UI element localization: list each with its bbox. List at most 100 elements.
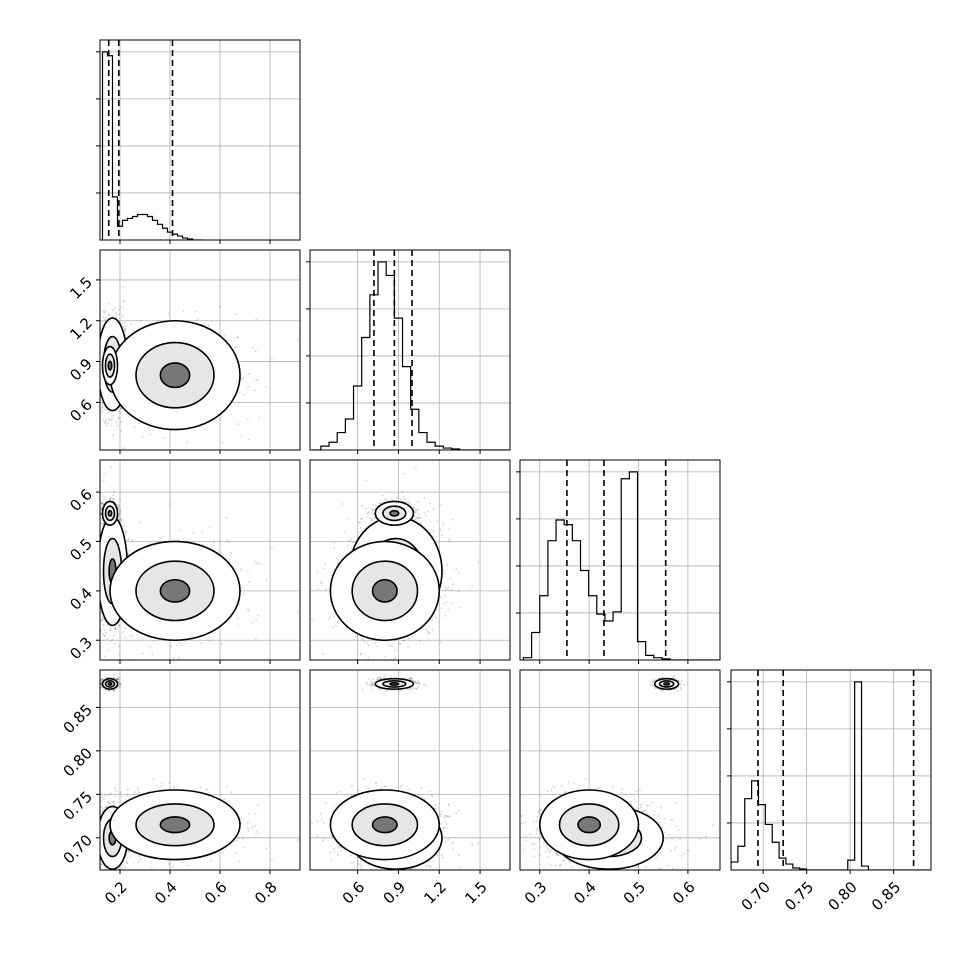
sample-point <box>444 594 447 597</box>
sample-point <box>265 579 268 582</box>
sample-point <box>219 305 222 308</box>
sample-point <box>119 518 122 521</box>
sample-point <box>100 522 103 525</box>
sample-point <box>98 553 100 555</box>
sample-point <box>96 602 98 604</box>
sample-point <box>167 312 170 315</box>
sample-point <box>192 531 195 534</box>
sample-point <box>138 422 140 425</box>
sample-point <box>92 555 94 557</box>
sample-point <box>97 346 99 348</box>
sample-point <box>235 313 238 316</box>
sample-point <box>107 422 109 425</box>
sample-point <box>240 569 243 572</box>
sample-point <box>102 316 105 318</box>
sample-point <box>114 627 116 630</box>
sample-point <box>96 363 98 365</box>
sample-point <box>124 627 127 630</box>
sample-point <box>98 582 100 584</box>
sample-point <box>97 388 99 390</box>
sample-point <box>100 506 103 509</box>
sample-point <box>98 383 100 385</box>
contours <box>100 317 241 431</box>
sample-point <box>103 472 105 475</box>
sample-point <box>95 593 97 595</box>
sample-point <box>117 505 120 508</box>
sample-point <box>118 624 121 627</box>
sample-point <box>117 313 120 316</box>
sample-point <box>236 336 239 339</box>
sample-point <box>240 435 243 438</box>
contour-core <box>159 578 191 603</box>
sample-point <box>96 367 98 369</box>
sample-point <box>120 521 123 524</box>
sample-point <box>96 379 98 381</box>
sample-point <box>96 578 98 580</box>
sample-point <box>82 564 84 566</box>
sample-point <box>139 319 142 322</box>
sample-point <box>432 535 435 538</box>
sample-point <box>102 623 105 626</box>
sample-point <box>131 634 134 637</box>
sample-point <box>395 497 398 500</box>
panel-1-1 <box>306 249 511 454</box>
sample-point <box>176 644 178 647</box>
sample-point <box>117 506 120 509</box>
contours <box>100 500 241 642</box>
sample-point <box>254 350 257 353</box>
panel-frame <box>99 459 301 661</box>
sample-point <box>151 653 154 655</box>
sample-point <box>255 562 258 565</box>
sample-point <box>114 627 117 630</box>
sample-point <box>130 323 133 326</box>
sample-point <box>109 419 112 422</box>
sample-point <box>109 497 112 500</box>
sample-point <box>361 505 364 507</box>
sample-point <box>186 441 189 444</box>
sample-point <box>112 634 115 637</box>
sample-point <box>118 512 121 515</box>
sample-point <box>100 512 103 515</box>
sample-point <box>219 418 221 421</box>
sample-point <box>247 609 250 612</box>
sample-point <box>98 351 100 353</box>
sample-point <box>98 358 100 360</box>
sample-point <box>123 322 126 324</box>
sample-point <box>149 433 152 436</box>
sample-point <box>111 418 113 421</box>
sample-point <box>95 374 97 376</box>
sample-point <box>182 538 185 540</box>
sample-point <box>439 528 442 531</box>
sample-point <box>100 619 103 622</box>
sample-point <box>439 641 442 644</box>
sample-point <box>367 644 370 647</box>
sample-point <box>236 336 239 339</box>
sample-point <box>240 377 243 380</box>
sample-point <box>116 626 119 629</box>
sample-point <box>242 377 244 380</box>
sample-point <box>118 509 121 511</box>
sample-point <box>237 624 240 627</box>
contour-core <box>107 509 113 517</box>
sample-point <box>147 426 150 429</box>
sample-point <box>111 662 113 664</box>
sample-point <box>123 525 126 527</box>
sample-point <box>255 378 258 381</box>
sample-point <box>116 424 119 427</box>
sample-point <box>96 587 98 589</box>
sample-point <box>95 339 97 341</box>
sample-point <box>258 562 261 565</box>
sample-point <box>112 498 114 501</box>
sample-point <box>212 541 215 544</box>
sample-point <box>251 346 254 349</box>
sample-point <box>113 500 115 503</box>
sample-point <box>110 466 112 469</box>
sample-point <box>220 642 223 645</box>
panel-2-0 <box>82 459 301 664</box>
sample-point <box>332 626 334 629</box>
sample-point <box>96 375 98 377</box>
sample-point <box>96 624 98 626</box>
sample-point <box>95 560 97 562</box>
sample-point <box>94 566 96 568</box>
sample-point <box>403 639 406 642</box>
